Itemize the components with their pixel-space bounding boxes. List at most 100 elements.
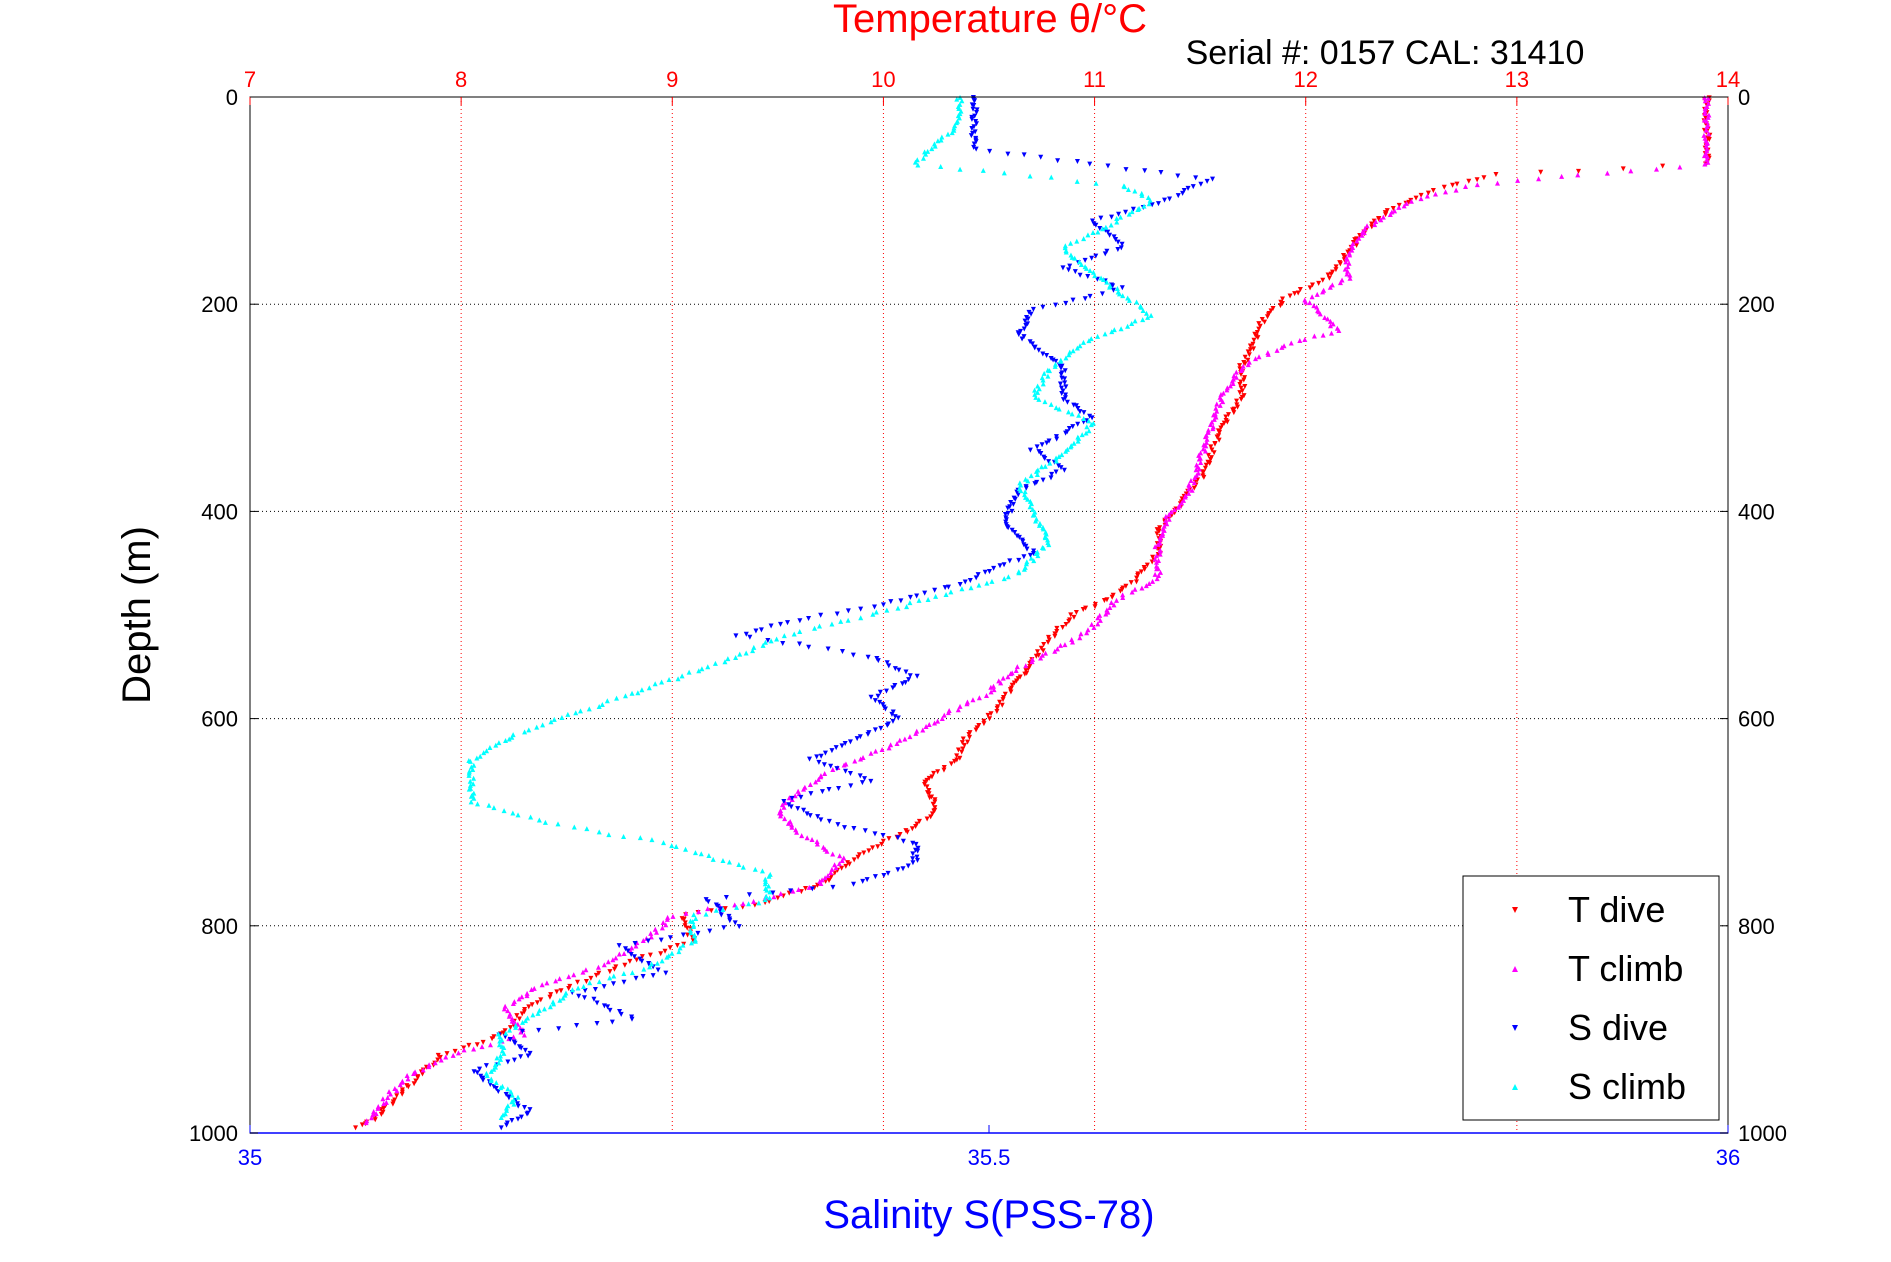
data-point: [1116, 291, 1122, 297]
data-point: [879, 747, 885, 753]
data-point: [1015, 492, 1021, 498]
data-point: [632, 940, 638, 946]
data-point: [839, 858, 845, 864]
data-point: [1140, 317, 1146, 323]
data-point: [894, 741, 900, 747]
data-point: [957, 166, 963, 172]
data-point: [1328, 330, 1334, 336]
data-point: [828, 870, 834, 876]
data-point: [1702, 98, 1708, 104]
data-point: [610, 981, 616, 987]
data-point: [765, 638, 771, 644]
data-point: [1008, 671, 1014, 677]
data-point: [1063, 384, 1069, 390]
data-point: [726, 913, 732, 919]
data-point: [1238, 368, 1244, 374]
data-point: [834, 766, 840, 772]
data-point: [475, 801, 481, 807]
data-point: [1032, 481, 1038, 487]
data-point: [1028, 311, 1034, 317]
bottom-tick-label: 35: [238, 1145, 262, 1170]
data-point: [1005, 574, 1011, 580]
data-point: [691, 912, 697, 918]
data-point: [883, 688, 889, 694]
data-point: [1058, 365, 1064, 371]
data-point: [878, 725, 884, 731]
data-point: [1157, 569, 1163, 575]
data-point: [1029, 341, 1035, 347]
data-point: [576, 993, 582, 999]
data-point: [862, 776, 868, 782]
data-point: [1092, 273, 1098, 279]
data-point: [732, 902, 738, 908]
data-point: [1078, 631, 1084, 637]
data-point: [484, 1073, 490, 1079]
data-point: [969, 116, 975, 122]
data-point: [477, 753, 483, 759]
data-point: [922, 590, 928, 596]
data-point: [1035, 553, 1041, 559]
data-point: [1043, 650, 1049, 656]
data-point: [1207, 460, 1213, 466]
data-point: [1157, 525, 1163, 531]
data-point: [939, 716, 945, 722]
data-point: [466, 770, 472, 776]
data-point: [507, 1027, 513, 1033]
data-point: [1347, 272, 1353, 278]
data-point: [913, 823, 919, 829]
data-point: [929, 146, 935, 152]
data-point: [479, 1044, 485, 1050]
data-point: [471, 762, 477, 768]
data-point: [628, 951, 634, 957]
data-point: [1256, 326, 1262, 332]
data-point: [1005, 674, 1011, 680]
data-point: [411, 1070, 417, 1076]
data-point: [764, 887, 770, 893]
data-point: [804, 811, 810, 817]
data-point: [781, 798, 787, 804]
data-point: [997, 563, 1003, 569]
data-point: [785, 820, 791, 826]
data-point: [1033, 653, 1039, 659]
data-point: [1029, 659, 1035, 665]
data-point: [1333, 264, 1339, 270]
data-point: [1219, 423, 1225, 429]
right-tick-label: 1000: [1738, 1121, 1787, 1146]
data-point: [767, 895, 773, 901]
data-point: [954, 96, 960, 102]
data-point: [1387, 212, 1393, 218]
data-point: [1204, 436, 1210, 442]
data-point: [939, 134, 945, 140]
data-point: [1120, 293, 1126, 299]
data-point: [1144, 562, 1150, 568]
data-point: [804, 835, 810, 841]
data-point: [497, 1034, 503, 1040]
data-point: [897, 737, 903, 743]
data-point: [938, 137, 944, 143]
data-point: [527, 1107, 533, 1113]
data-point: [932, 587, 938, 593]
data-point: [1059, 391, 1065, 397]
data-point: [1063, 355, 1069, 361]
data-point: [987, 716, 993, 722]
data-point: [1704, 118, 1710, 124]
data-point: [971, 141, 977, 147]
data-point: [555, 821, 561, 827]
data-point: [766, 873, 772, 879]
data-point: [1114, 215, 1120, 221]
data-point: [928, 814, 934, 820]
data-point: [1347, 252, 1353, 258]
right-tick-label: 600: [1738, 707, 1775, 732]
data-point: [982, 569, 988, 575]
data-point: [1317, 311, 1323, 317]
data-point: [663, 970, 669, 976]
data-point: [845, 617, 851, 623]
data-point: [521, 1032, 527, 1038]
data-point: [1320, 277, 1326, 283]
data-point: [1237, 366, 1243, 372]
data-point: [1474, 182, 1480, 188]
data-point: [900, 838, 906, 844]
data-point: [1036, 396, 1042, 402]
data-point: [1039, 464, 1045, 470]
data-point: [737, 651, 743, 657]
